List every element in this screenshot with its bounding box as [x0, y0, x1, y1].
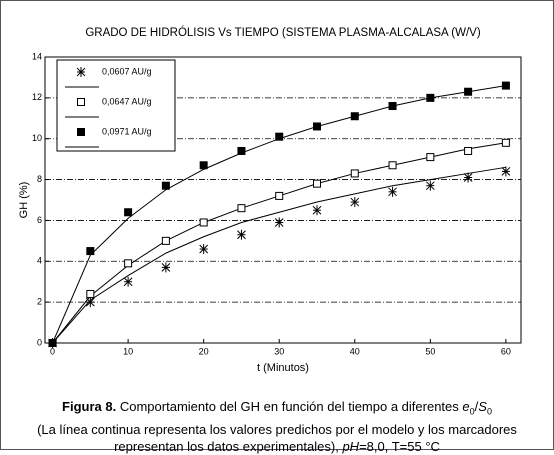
- marker: [313, 179, 321, 188]
- legend-label: 0,0971 AU/g: [102, 126, 152, 136]
- y-tick-label: 12: [32, 92, 42, 102]
- marker: [426, 153, 435, 162]
- marker: [275, 132, 284, 141]
- marker: [425, 180, 435, 191]
- legend-entry: 0,0971 AU/g: [65, 126, 152, 148]
- y-tick-label: 2: [37, 297, 42, 307]
- caption-text: /: [474, 399, 479, 414]
- marker-stroke: [123, 277, 133, 287]
- marker: [77, 98, 85, 106]
- chart: GRADO DE HIDRÓLISIS Vs TIEMPO (SISTEMA P…: [18, 26, 522, 374]
- x-tick-label: 0: [50, 346, 55, 356]
- x-tick-label: 50: [425, 346, 435, 356]
- caption-text: (La línea continua representa los valore…: [37, 421, 517, 437]
- y-axis-label: GH (%): [18, 182, 30, 219]
- marker: [275, 191, 284, 200]
- y-tick-label: 6: [37, 215, 42, 225]
- caption-subscript: 0: [469, 406, 475, 417]
- y-tick-label: 8: [37, 174, 42, 184]
- marker: [388, 186, 397, 197]
- legend-label: 0,0647 AU/g: [102, 96, 152, 106]
- caption-subscript: 0: [486, 406, 492, 417]
- x-tick-label: 30: [274, 346, 284, 356]
- marker: [350, 112, 359, 121]
- marker-stroke: [501, 167, 511, 176]
- legend-entry: 0,0607 AU/g: [65, 66, 152, 88]
- marker-stroke: [425, 181, 435, 191]
- marker-stroke: [274, 218, 284, 227]
- marker: [426, 93, 435, 102]
- caption-text: representan los datos experimentales),: [114, 438, 343, 454]
- marker: [501, 138, 510, 147]
- marker: [124, 208, 133, 217]
- marker-stroke: [199, 244, 209, 254]
- marker-stroke: [237, 230, 246, 240]
- marker: [199, 218, 208, 227]
- marker: [237, 229, 246, 240]
- chart-title: GRADO DE HIDRÓLISIS Vs TIEMPO (SISTEMA P…: [85, 26, 481, 39]
- fit-line: [52, 166, 506, 344]
- marker-stroke: [161, 263, 171, 272]
- y-tick-label: 4: [37, 256, 42, 266]
- legend-label: 0,0607 AU/g: [102, 66, 152, 76]
- legend-box: [56, 59, 176, 152]
- marker: [350, 169, 359, 178]
- marker: [123, 276, 133, 287]
- marker: [274, 217, 284, 228]
- marker: [312, 205, 322, 216]
- marker: [237, 146, 246, 155]
- marker: [161, 236, 170, 245]
- y-tick-label: 14: [32, 51, 42, 61]
- marker: [76, 67, 86, 77]
- caption-text: =8,0, T=55 °C: [359, 438, 440, 454]
- marker-stroke: [388, 187, 397, 197]
- fit-line: [52, 142, 506, 344]
- caption-label: Figura 8.: [62, 399, 117, 414]
- marker: [350, 197, 360, 208]
- x-tick-label: 10: [123, 346, 133, 356]
- marker: [161, 181, 170, 190]
- y-tick-label: 10: [32, 133, 42, 143]
- marker-stroke: [312, 205, 322, 215]
- marker: [237, 204, 246, 213]
- marker: [464, 87, 473, 96]
- marker: [199, 161, 208, 170]
- caption-text: Comportamiento del GH en función del tie…: [119, 399, 463, 414]
- marker-stroke: [350, 197, 360, 207]
- caption-symbol: pH: [342, 438, 360, 454]
- marker: [199, 244, 209, 255]
- caption-symbol: S: [478, 399, 487, 414]
- marker: [86, 289, 95, 298]
- marker-stroke: [85, 297, 95, 307]
- marker-stroke: [463, 173, 473, 182]
- marker: [48, 339, 57, 347]
- marker: [161, 262, 171, 273]
- x-tick-label: 60: [501, 346, 511, 356]
- marker: [86, 247, 95, 256]
- marker: [501, 166, 511, 177]
- marker: [501, 81, 510, 90]
- marker: [464, 146, 473, 155]
- marker: [313, 122, 321, 131]
- marker: [85, 297, 95, 308]
- marker-stroke: [76, 67, 86, 77]
- marker: [388, 102, 397, 111]
- x-tick-label: 40: [350, 346, 360, 356]
- caption-line: representan los datos experimentales), p…: [0, 438, 554, 455]
- legend-entry: 0,0647 AU/g: [65, 96, 152, 118]
- marker: [463, 172, 473, 183]
- plot-frame: [44, 56, 522, 344]
- marker: [388, 161, 397, 170]
- y-tick-label: 0: [37, 337, 42, 347]
- caption: Figura 8. Comportamiento del GH en funci…: [0, 398, 554, 455]
- x-tick-label: 20: [199, 346, 209, 356]
- marker: [124, 259, 133, 268]
- marker: [77, 128, 85, 136]
- caption-line: Figura 8. Comportamiento del GH en funci…: [0, 398, 554, 421]
- caption-symbol: e: [462, 399, 470, 414]
- x-axis-label: t (Minutos): [257, 362, 309, 374]
